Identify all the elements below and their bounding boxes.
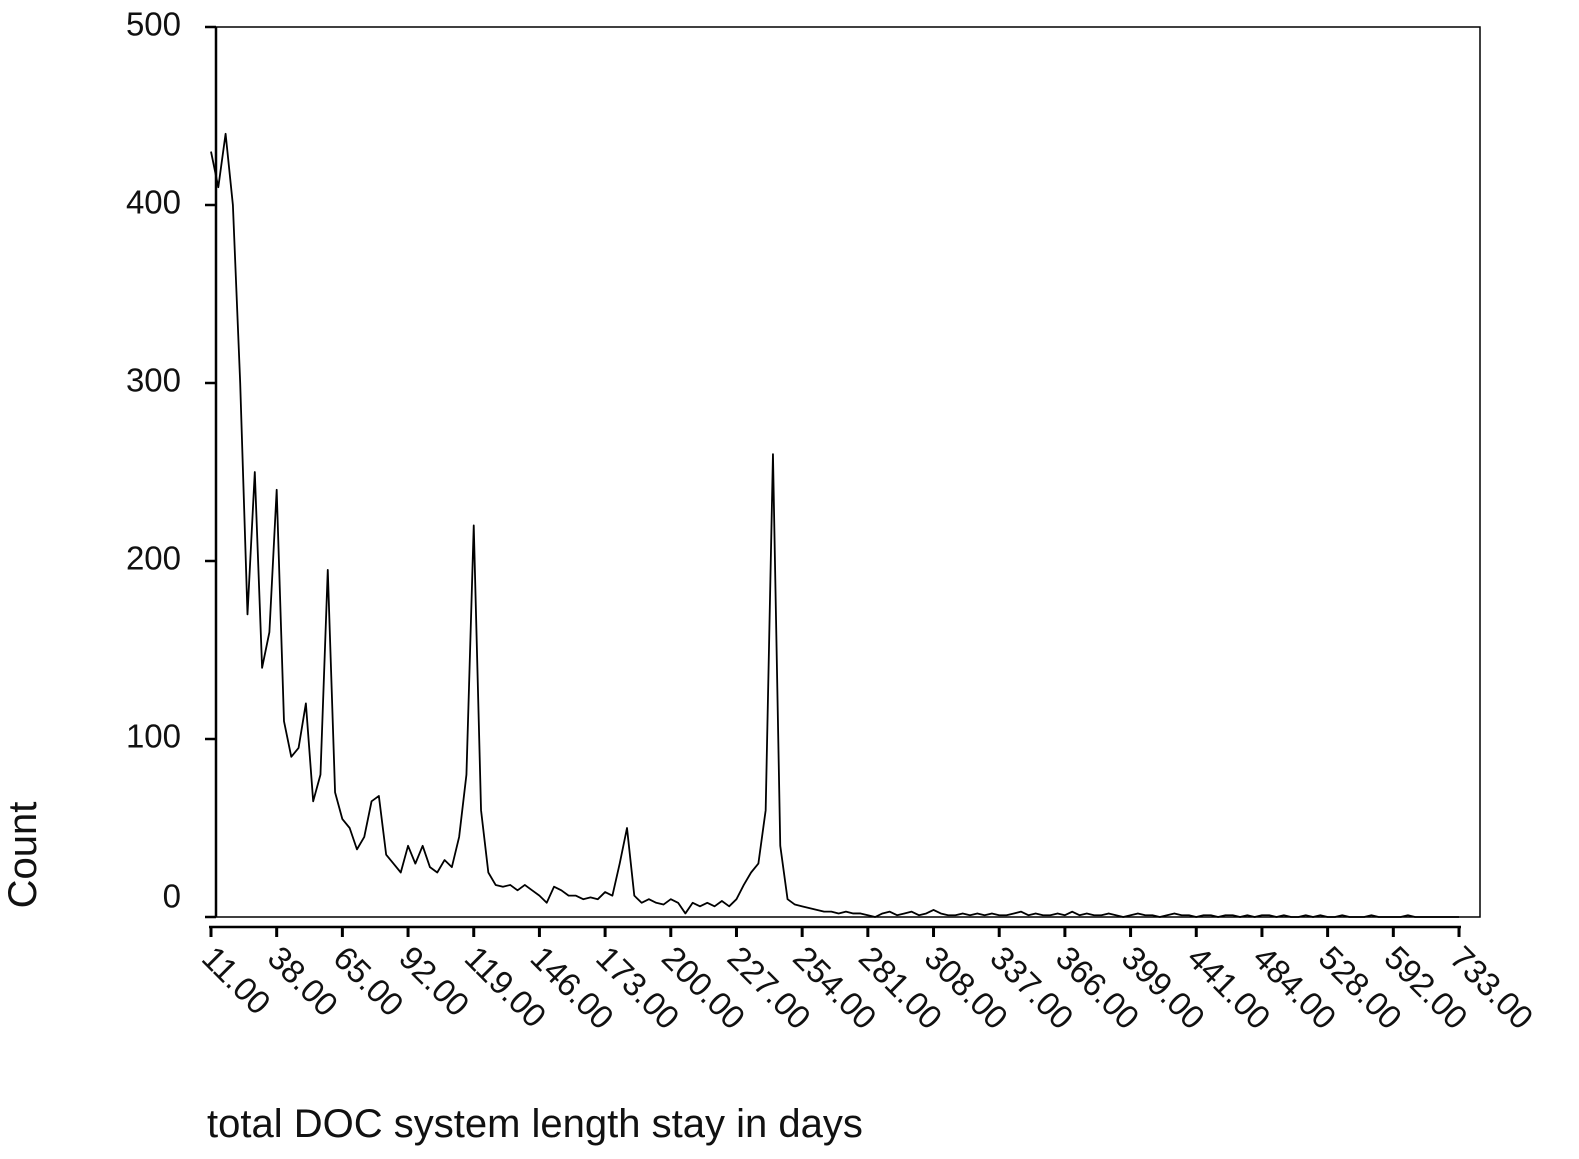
x-tick-label: 38.00 — [261, 939, 346, 1024]
data-line — [210, 132, 1459, 918]
x-tick-label: 11.00 — [195, 939, 278, 1022]
y-tick-label: 100 — [126, 718, 181, 755]
x-tick-label: 65.00 — [326, 939, 411, 1024]
y-tick-label: 500 — [126, 6, 181, 43]
y-tick-label: 0 — [163, 878, 181, 915]
y-tick-label: 300 — [126, 362, 181, 399]
y-axis-title: Count — [1, 802, 45, 909]
y-tick-label: 200 — [126, 540, 181, 577]
x-tick-label: 92.00 — [392, 939, 477, 1024]
y-tick-label: 400 — [126, 184, 181, 221]
x-axis-title: total DOC system length stay in days — [207, 1102, 863, 1146]
plot-frame — [215, 26, 1481, 918]
